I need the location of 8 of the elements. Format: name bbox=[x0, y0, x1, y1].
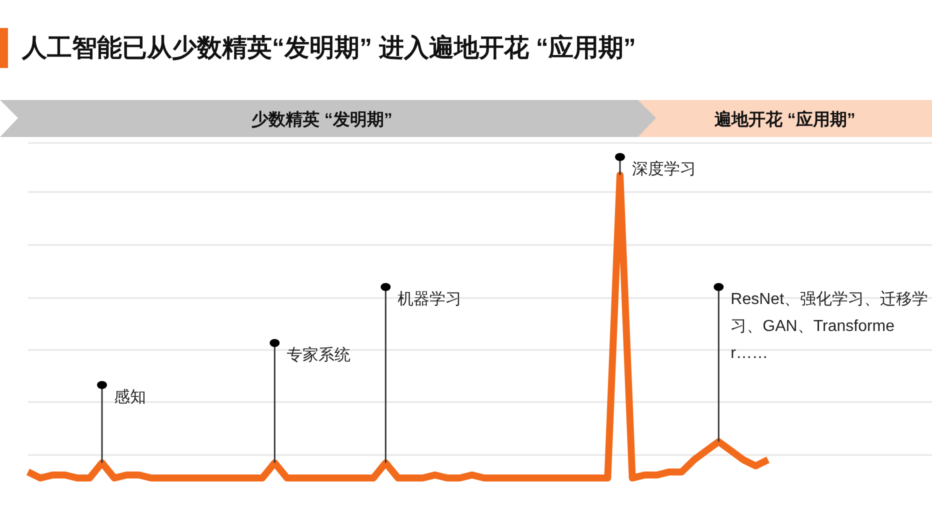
annotation: ResNet、强化学习、迁移学习、GAN、Transformer…… bbox=[730, 290, 930, 364]
annotation: 深度学习 bbox=[632, 160, 697, 180]
annotation: 专家系统 bbox=[286, 346, 352, 366]
text: 遍地开花 “应用期” bbox=[714, 110, 856, 129]
chart-title: 人工智能已从少数精英“发明期” 进入遍地开花 “应用期” bbox=[21, 34, 636, 62]
annotation: 机器学习 bbox=[398, 290, 463, 310]
annotation: 感知 bbox=[114, 388, 147, 408]
text: 少数精英 “发明期” bbox=[252, 110, 392, 129]
